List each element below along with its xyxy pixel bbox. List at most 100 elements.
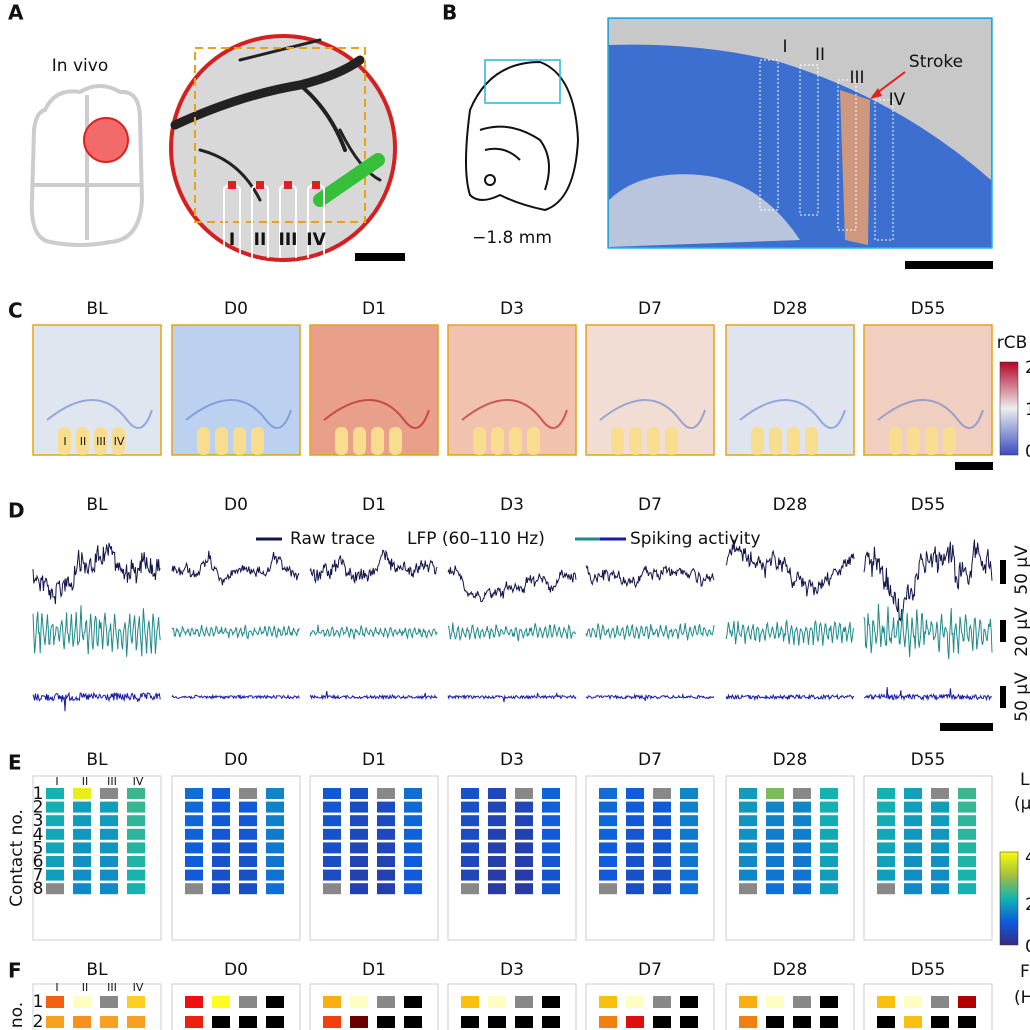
trace xyxy=(864,604,992,660)
cell xyxy=(127,829,145,840)
cell xyxy=(766,788,784,799)
timepoint-label: D0 xyxy=(224,960,248,980)
timepoint-label: D0 xyxy=(224,750,248,770)
legend-label: Raw trace xyxy=(290,529,375,549)
cell xyxy=(266,883,284,894)
cell xyxy=(212,842,230,853)
probe-label: III xyxy=(849,68,864,88)
cell xyxy=(266,829,284,840)
cell xyxy=(46,1016,64,1028)
timepoint-label: D3 xyxy=(500,495,524,515)
probe-label: III xyxy=(107,775,117,788)
cell xyxy=(488,856,506,867)
cell xyxy=(185,1016,203,1028)
cell xyxy=(185,856,203,867)
cell xyxy=(404,883,422,894)
timepoint-label: D1 xyxy=(362,960,386,980)
probe-shape xyxy=(629,427,642,455)
colorbar-title: rCB xyxy=(997,333,1028,353)
cell xyxy=(958,996,976,1008)
colorbar-title: LFP xyxy=(1020,770,1030,790)
cell xyxy=(350,829,368,840)
probe-shape xyxy=(353,427,366,455)
cell xyxy=(404,842,422,853)
cell xyxy=(877,1016,895,1028)
cell xyxy=(239,996,257,1008)
cell xyxy=(904,856,922,867)
cell xyxy=(323,815,341,826)
cell xyxy=(239,815,257,826)
timepoint-label: D1 xyxy=(362,299,386,319)
cell xyxy=(653,842,671,853)
cell xyxy=(461,842,479,853)
cell xyxy=(488,788,506,799)
timepoint-label: BL xyxy=(86,299,108,319)
cell xyxy=(766,802,784,813)
timepoint-label: D0 xyxy=(224,299,248,319)
cell xyxy=(542,788,560,799)
lesion xyxy=(840,90,870,245)
cell xyxy=(820,996,838,1008)
cell xyxy=(461,870,479,881)
cell xyxy=(626,856,644,867)
cell xyxy=(185,815,203,826)
cell xyxy=(793,802,811,813)
cell xyxy=(542,856,560,867)
cell xyxy=(239,1016,257,1028)
cell xyxy=(515,856,533,867)
cell xyxy=(599,788,617,799)
cell xyxy=(793,788,811,799)
cell xyxy=(350,870,368,881)
cell xyxy=(239,883,257,894)
probe-shape xyxy=(769,427,782,455)
cell xyxy=(739,829,757,840)
cell xyxy=(542,870,560,881)
trace xyxy=(726,695,854,699)
cell xyxy=(904,815,922,826)
panel-label: F xyxy=(8,959,22,983)
cell xyxy=(739,788,757,799)
trace xyxy=(726,621,854,646)
cell xyxy=(653,788,671,799)
cell xyxy=(212,870,230,881)
cell xyxy=(599,870,617,881)
trace xyxy=(310,625,437,640)
probe-shape xyxy=(215,427,228,455)
colorbar-tick: 4 xyxy=(1025,848,1030,868)
axis-label: no. xyxy=(7,1002,27,1028)
colorbar-unit: (μV xyxy=(1014,794,1030,814)
cell xyxy=(100,1016,118,1028)
cell xyxy=(185,788,203,799)
timepoint-label: D3 xyxy=(500,299,524,319)
scale-label: 50 μV xyxy=(1012,672,1030,722)
probe-label: IV xyxy=(114,435,125,448)
cell xyxy=(239,870,257,881)
cell xyxy=(653,815,671,826)
probe-shape xyxy=(751,427,764,455)
cell xyxy=(739,883,757,894)
cell xyxy=(239,842,257,853)
cell xyxy=(542,802,560,813)
mouse-brain-schematic xyxy=(32,86,142,245)
cell xyxy=(793,1016,811,1028)
probe-shape xyxy=(943,427,956,455)
probe-label: II xyxy=(80,435,87,448)
cell xyxy=(46,870,64,881)
annotation: Stroke xyxy=(909,52,963,72)
cell xyxy=(680,1016,698,1028)
rcb-colorbar xyxy=(1000,362,1018,455)
cell xyxy=(46,842,64,853)
cell xyxy=(127,996,145,1008)
probe-label: I xyxy=(229,230,235,250)
cell xyxy=(653,1016,671,1028)
probe-label: III xyxy=(279,230,298,250)
cell xyxy=(958,856,976,867)
cell xyxy=(931,856,949,867)
legend-label: Spiking activity xyxy=(630,529,761,549)
cell xyxy=(931,996,949,1008)
cell xyxy=(877,842,895,853)
cell xyxy=(404,829,422,840)
probe-shape xyxy=(665,427,678,455)
cell xyxy=(266,802,284,813)
trace xyxy=(586,695,714,701)
